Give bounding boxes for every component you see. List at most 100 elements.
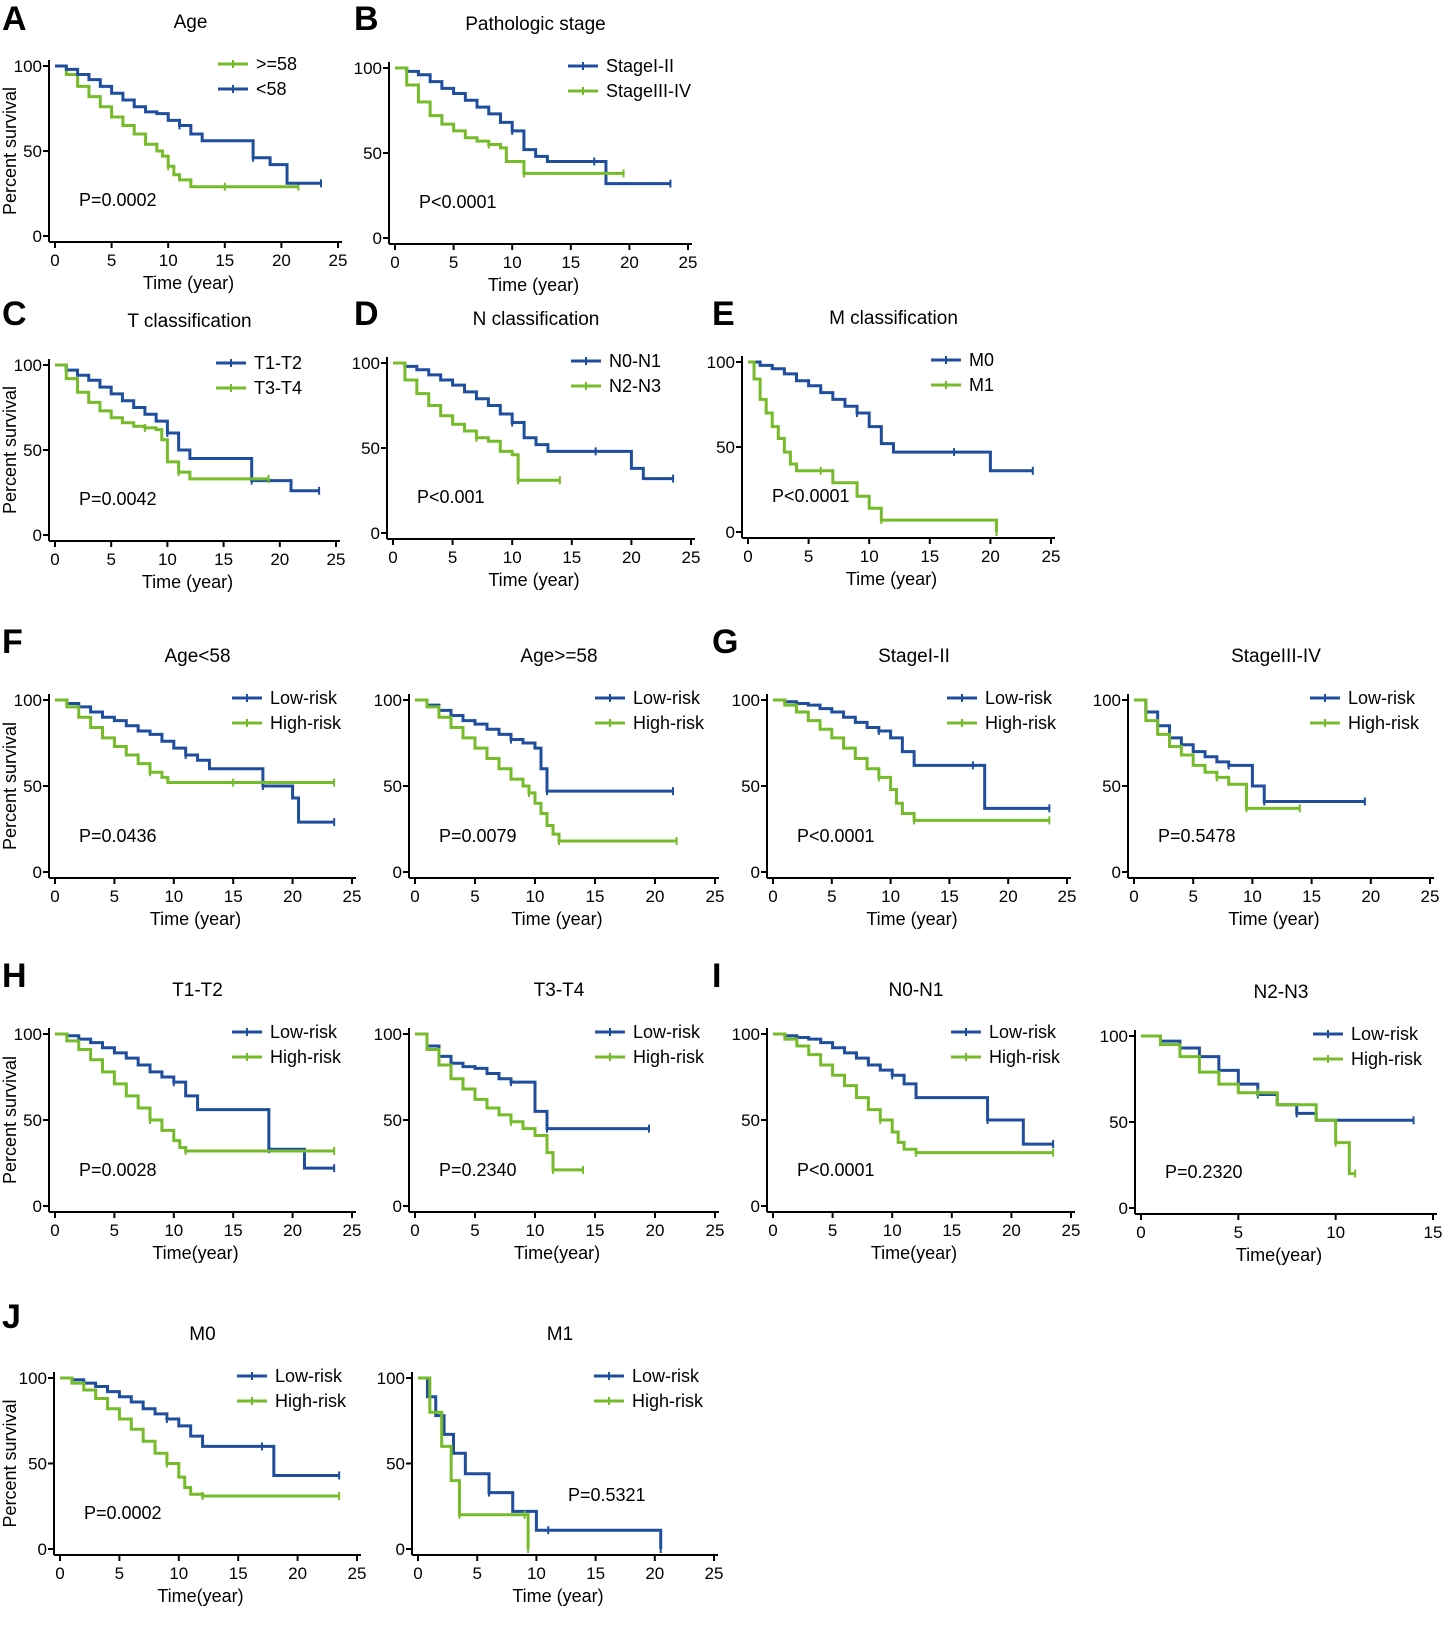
curve-t3-t4 xyxy=(55,363,269,481)
p-value-label: P=0.2340 xyxy=(439,1160,517,1180)
y-tick-label: 0 xyxy=(371,524,380,543)
x-tick-label: 10 xyxy=(159,251,178,270)
panel-letter-e: E xyxy=(712,295,735,333)
x-tick-label: 25 xyxy=(343,887,362,906)
legend-label-low-risk: Low-risk xyxy=(275,1366,343,1386)
y-tick-label: 50 xyxy=(1109,1113,1128,1132)
plot-title: StageI-II xyxy=(878,646,950,667)
curve-high-risk xyxy=(1134,698,1300,810)
plot-title: Age>=58 xyxy=(520,646,597,667)
x-tick-label: 10 xyxy=(526,1221,545,1240)
plot-title: T3-T4 xyxy=(534,980,585,1001)
x-tick-label: 25 xyxy=(329,251,348,270)
curve-low-risk xyxy=(55,698,335,824)
x-tick-label: 0 xyxy=(388,548,397,567)
x-tick-label: 20 xyxy=(622,548,641,567)
legend-label-low-risk: Low-risk xyxy=(633,1022,701,1042)
x-tick-label: 15 xyxy=(1302,887,1321,906)
x-axis-title: Time (year) xyxy=(150,909,241,929)
km-plot-g1: 0 5 10 15 20 25 0 50 100 StageI-II Time (year) Low-… xyxy=(732,646,1077,929)
legend-label-stagei-ii: StageI-II xyxy=(606,56,674,76)
y-axis-title: Percent survival xyxy=(0,722,20,850)
legend-label-high-risk: High-risk xyxy=(1348,713,1420,733)
plot-title: M1 xyxy=(547,1324,573,1345)
legend-label-low-risk: Low-risk xyxy=(632,1366,700,1386)
curve-low-risk xyxy=(1134,698,1365,803)
legend-label-low-risk: Low-risk xyxy=(633,688,701,708)
p-value-label: P=0.0002 xyxy=(84,1503,162,1523)
curve-m1 xyxy=(748,360,998,532)
legend-label-high-risk: High-risk xyxy=(1351,1049,1423,1069)
legend-label-n0-n1: N0-N1 xyxy=(609,351,661,371)
y-tick-label: 0 xyxy=(393,1197,402,1216)
x-tick-label: 10 xyxy=(503,548,522,567)
legend-label-m1: M1 xyxy=(969,375,994,395)
x-tick-label: 0 xyxy=(413,1564,422,1583)
km-plot-j1: 0 5 10 15 20 25 0 50 100 M0 Time(year) Percent surv… xyxy=(0,1324,366,1606)
km-plot-g2: 0 5 10 15 20 25 0 50 100 StageIII-IV Time (year) Lo… xyxy=(1093,646,1440,929)
x-axis-title: Time(year) xyxy=(1236,1245,1322,1265)
x-tick-label: 20 xyxy=(620,253,639,272)
x-axis-title: Time (year) xyxy=(488,275,579,295)
x-tick-label: 25 xyxy=(679,253,698,272)
p-value-label: P=0.5321 xyxy=(568,1485,646,1505)
x-tick-label: 25 xyxy=(706,887,725,906)
curve-high-risk xyxy=(55,1032,335,1153)
x-tick-label: 20 xyxy=(645,1564,664,1583)
x-tick-label: 10 xyxy=(164,887,183,906)
p-value-label: P<0.0001 xyxy=(772,486,850,506)
y-tick-label: 0 xyxy=(751,1197,760,1216)
panel-letter-c: C xyxy=(2,295,27,333)
legend-label-low-risk: Low-risk xyxy=(270,1022,338,1042)
y-tick-label: 50 xyxy=(23,142,42,161)
km-plot-d: 0 5 10 15 20 25 0 50 100 N classification Time (ye… xyxy=(352,309,701,590)
km-plot-j2: 0 5 10 15 20 25 0 50 100 M1 Time (year) Low-risk Hig… xyxy=(377,1324,724,1606)
y-tick-label: 0 xyxy=(393,863,402,882)
y-tick-label: 100 xyxy=(14,356,42,375)
km-plot-i1: 0 5 10 15 20 25 0 50 100 N0-N1 Time(year) Low-risk H… xyxy=(732,980,1081,1263)
p-value-label: P=0.2320 xyxy=(1165,1162,1243,1182)
x-tick-label: 10 xyxy=(1243,887,1262,906)
y-tick-label: 0 xyxy=(726,523,735,542)
km-plot-e: 0 5 10 15 20 25 0 50 100 M classification Time (ye… xyxy=(707,308,1061,589)
legend-label-low-risk: Low-risk xyxy=(1348,688,1416,708)
x-tick-label: 5 xyxy=(804,547,813,566)
x-tick-label: 0 xyxy=(55,1564,64,1583)
x-tick-label: 5 xyxy=(472,1564,481,1583)
legend-label-t1-t2: T1-T2 xyxy=(254,353,302,373)
x-tick-label: 5 xyxy=(115,1564,124,1583)
y-tick-label: 0 xyxy=(1112,863,1121,882)
plot-title: N0-N1 xyxy=(889,980,944,1001)
x-tick-label: 25 xyxy=(1062,1221,1081,1240)
km-plot-i2: 0 5 10 15 0 50 100 N2-N3 Time(year) Low-risk High-… xyxy=(1100,982,1443,1265)
y-tick-label: 50 xyxy=(363,144,382,163)
x-tick-label: 15 xyxy=(920,547,939,566)
x-tick-label: 0 xyxy=(410,887,419,906)
y-tick-label: 100 xyxy=(707,353,735,372)
x-tick-label: 0 xyxy=(390,253,399,272)
x-tick-label: 20 xyxy=(283,1221,302,1240)
y-axis-title: Percent survival xyxy=(0,1399,20,1527)
plot-title: N classification xyxy=(473,309,600,330)
y-tick-label: 0 xyxy=(1119,1199,1128,1218)
x-tick-label: 10 xyxy=(1326,1223,1345,1242)
x-tick-label: 0 xyxy=(768,887,777,906)
y-tick-label: 0 xyxy=(396,1540,405,1559)
x-tick-label: 10 xyxy=(860,547,879,566)
panel-letter-b: B xyxy=(354,0,379,38)
x-tick-label: 15 xyxy=(214,550,233,569)
x-tick-label: 10 xyxy=(527,1564,546,1583)
x-axis-title: Time(year) xyxy=(157,1586,243,1606)
km-plot-h1: 0 5 10 15 20 25 0 50 100 T1-T2 Time(year) Percent s… xyxy=(0,980,361,1263)
curve-high-risk xyxy=(55,698,335,785)
plot-title: T1-T2 xyxy=(172,980,223,1001)
curve-n0-n1 xyxy=(393,361,674,481)
y-tick-label: 50 xyxy=(23,1111,42,1130)
legend-label-58: <58 xyxy=(256,79,287,99)
x-tick-label: 20 xyxy=(1002,1221,1021,1240)
y-tick-label: 50 xyxy=(361,439,380,458)
y-tick-label: 100 xyxy=(1100,1027,1128,1046)
y-tick-label: 0 xyxy=(33,1197,42,1216)
